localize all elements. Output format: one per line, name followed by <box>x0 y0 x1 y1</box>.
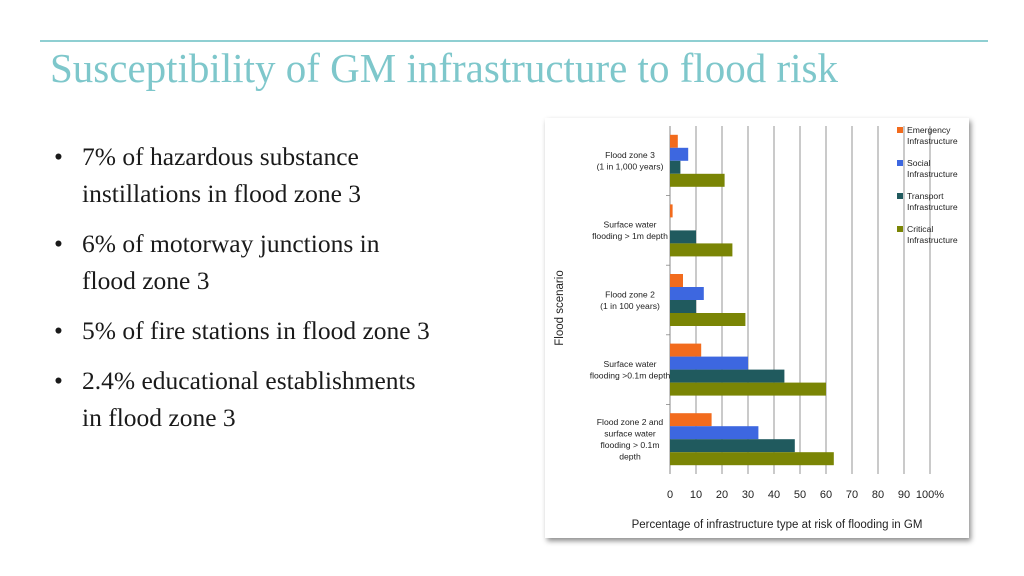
bullet-marker: • <box>54 142 63 171</box>
y-axis-title: Flood scenario <box>554 270 566 345</box>
x-tick-label: 50 <box>794 489 806 501</box>
bullet-marker: • <box>54 229 63 258</box>
bar <box>670 147 689 161</box>
bar <box>670 356 748 370</box>
bullet-line: 2.4% educational establishments <box>82 366 416 395</box>
category-label-line: Surface water <box>603 359 656 369</box>
bullet-line: in flood zone 3 <box>82 403 236 432</box>
bar <box>670 439 795 453</box>
category-label-line: depth <box>619 451 641 461</box>
bullet-item: • 7% of hazardous substance instillations … <box>52 138 522 212</box>
bullet-item: • 6% of motorway junctions in flood zone 3 <box>52 225 522 299</box>
bar <box>670 313 746 326</box>
legend-label-line: Infrastructure <box>907 169 958 179</box>
bullet-list: • 7% of hazardous substance instillations … <box>52 138 522 449</box>
bar <box>670 382 826 396</box>
slide-title: Susceptibility of GM infrastructure to f… <box>50 45 838 91</box>
bar <box>670 204 673 218</box>
legend-label: Emergency Infrastructure <box>907 125 958 146</box>
legend-label-line: Infrastructure <box>907 235 958 245</box>
bar <box>670 413 712 427</box>
category-label-line: surface water <box>604 428 656 438</box>
x-tick-label: 60 <box>820 489 832 501</box>
bar <box>670 426 759 440</box>
bar <box>670 343 702 357</box>
bar <box>670 300 696 313</box>
bar <box>670 243 733 257</box>
bullet-marker: • <box>54 316 63 345</box>
category-label: Surface water flooding > 1m depth <box>592 220 668 242</box>
category-label-line: Flood zone 2 <box>605 289 655 299</box>
flood-risk-bar-chart: 0 10 20 30 40 50 60 70 80 90 100% Flood zone 3 (1 in… <box>554 125 958 531</box>
bullet-line: 5% of fire stations in flood zone 3 <box>82 316 430 345</box>
x-axis-title: Percentage of infrastructure type at ris… <box>632 519 923 531</box>
legend-swatch <box>897 160 903 166</box>
category-label: Surface water flooding >0.1m depth <box>590 359 671 381</box>
title-rule <box>40 40 988 42</box>
x-tick-label: 10 <box>690 489 702 501</box>
bullet-line: instillations in flood zone 3 <box>82 179 362 208</box>
chart-panel: 0 10 20 30 40 50 60 70 80 90 100% Flood zone 3 (1 in… <box>545 118 969 538</box>
legend-swatch <box>897 127 903 133</box>
x-tick-label: 40 <box>768 489 780 501</box>
bar <box>670 452 834 466</box>
x-tick-label: 80 <box>872 489 884 501</box>
bar <box>670 134 678 148</box>
x-tick-label: 20 <box>716 489 728 501</box>
category-label-line: (1 in 1,000 years) <box>597 162 664 172</box>
legend-label-line: Infrastructure <box>907 136 958 146</box>
bar <box>670 287 704 300</box>
bullet-line: 7% of hazardous substance <box>82 142 359 171</box>
legend-label-line: Emergency <box>907 125 951 135</box>
bar <box>670 173 725 187</box>
bar <box>670 160 681 174</box>
category-label: Flood zone 2 (1 in 100 years) <box>600 289 660 311</box>
x-tick-label: 30 <box>742 489 754 501</box>
x-tick-label: 100% <box>916 489 944 501</box>
bar <box>670 230 696 244</box>
bar <box>670 369 785 383</box>
bullet-item: • 5% of fire stations in flood zone 3 <box>52 312 522 349</box>
x-tick-label: 0 <box>667 489 673 501</box>
category-label-line: (1 in 100 years) <box>600 301 660 311</box>
category-label-line: Flood zone 3 <box>605 150 655 160</box>
legend-swatch <box>897 193 903 199</box>
legend-label: Transport Infrastructure <box>907 191 958 212</box>
category-label-line: flooding > 0.1m <box>600 440 659 450</box>
category-label-line: flooding > 1m depth <box>592 231 668 241</box>
category-label: Flood zone 2 and surface water flooding > … <box>597 417 664 462</box>
category-label-line: Flood zone 2 and <box>597 417 664 427</box>
legend-label-line: Infrastructure <box>907 202 958 212</box>
legend-label-line: Transport <box>907 191 944 201</box>
x-tick-label: 70 <box>846 489 858 501</box>
legend-swatch <box>897 226 903 232</box>
x-tick-label: 90 <box>898 489 910 501</box>
bar <box>670 274 683 287</box>
legend-label: Social Infrastructure <box>907 158 958 179</box>
category-label-line: flooding >0.1m depth <box>590 370 671 380</box>
bullet-line: 6% of motorway junctions in <box>82 229 380 258</box>
category-label: Flood zone 3 (1 in 1,000 years) <box>597 150 664 172</box>
bullet-marker: • <box>54 366 63 395</box>
category-label-line: Surface water <box>603 220 656 230</box>
bullet-item: • 2.4% educational establishments in flood… <box>52 362 522 436</box>
legend-label-line: Social <box>907 158 930 168</box>
bullet-line: flood zone 3 <box>82 266 210 295</box>
legend-label-line: Critical <box>907 224 933 234</box>
legend-label: Critical Infrastructure <box>907 224 958 245</box>
